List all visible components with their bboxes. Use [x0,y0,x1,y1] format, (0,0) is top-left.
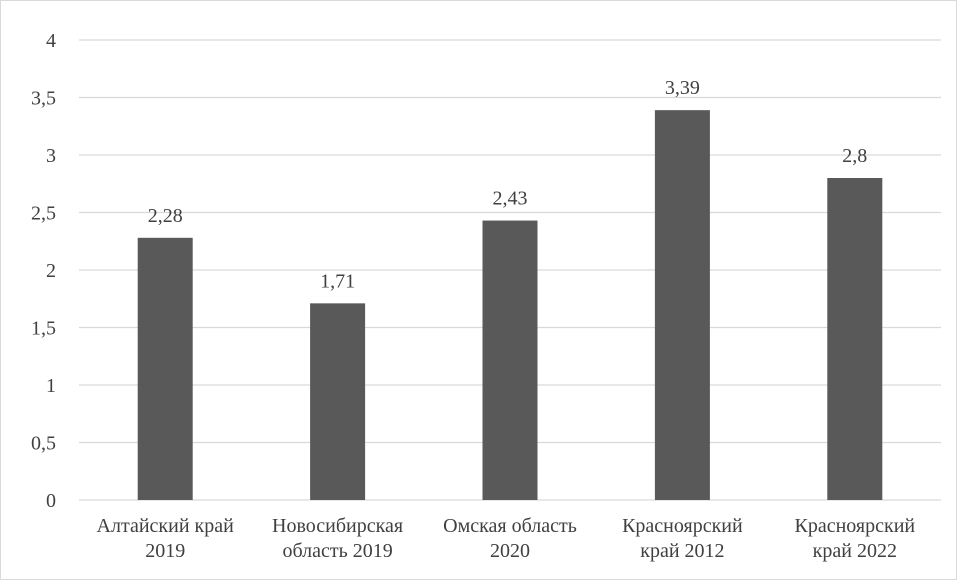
y-axis-tick-labels: 0 0,5 1 1,5 2 2,5 3 3,5 4 [31,30,56,512]
y-tick-label: 3,5 [31,88,56,110]
data-label: 2,28 [148,205,183,227]
x-tick-label: 2019 [145,540,185,562]
data-label: 1,71 [320,270,355,292]
y-tick-label: 0 [46,490,56,512]
y-tick-label: 4 [46,30,56,52]
y-tick-label: 1 [46,375,56,397]
y-tick-label: 3 [46,145,56,167]
bar [827,178,883,500]
data-label: 3,39 [665,77,700,99]
data-label: 2,8 [842,145,867,167]
x-tick-label: 2020 [490,540,530,562]
x-tick-label: Новосибирская [272,515,403,537]
y-tick-label: 0,5 [31,433,56,455]
bar [654,110,710,501]
x-axis-category-labels: Алтайский край 2019 Новосибирская область 2… [97,515,916,562]
data-label: 2,43 [493,188,528,210]
x-tick-label: край 2022 [813,540,897,562]
bar [137,237,193,501]
x-tick-label: Красноярский [622,515,743,537]
x-tick-label: край 2012 [640,540,724,562]
bar [482,220,538,501]
x-tick-label: Красноярский [794,515,915,537]
bars [137,110,883,501]
y-tick-label: 2 [46,260,56,282]
x-tick-label: Омская область [443,515,577,537]
data-labels: 2,28 1,71 2,43 3,39 2,8 [148,77,868,292]
x-tick-label: область 2019 [282,540,392,562]
y-tick-label: 2,5 [31,203,56,225]
x-tick-label: Алтайский край [97,515,235,537]
bar [310,303,366,500]
y-tick-label: 1,5 [31,318,56,340]
